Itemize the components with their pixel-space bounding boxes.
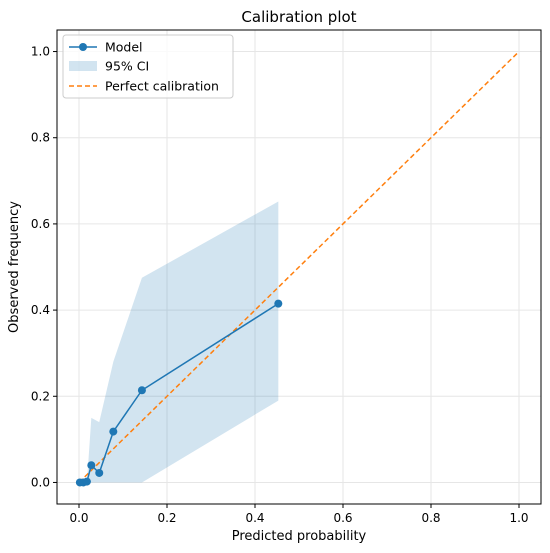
plot-frame: [56, 29, 542, 505]
ci-band: [79, 201, 279, 483]
ci-band-area: [79, 201, 279, 483]
y-tick-label: 0.2: [31, 389, 50, 403]
y-tick-label: 1.0: [31, 45, 50, 59]
legend: Model 95% CI Perfect calibration: [62, 34, 234, 99]
legend-label-model: Model: [105, 40, 143, 55]
model-point: [109, 427, 118, 436]
model-series: [75, 299, 283, 487]
y-axis-label: Observed frequency: [7, 201, 22, 333]
chart-title: Calibration plot: [241, 8, 356, 26]
x-tick-label: 0.2: [157, 511, 176, 525]
x-axis-label: Predicted probability: [232, 529, 367, 544]
model-point: [82, 477, 91, 486]
x-tick-label: 0.6: [333, 511, 352, 525]
x-tick-label: 1.0: [509, 511, 528, 525]
x-axis-ticks: 0.0 0.2 0.4 0.6 0.8 1.0: [69, 504, 529, 525]
model-point: [137, 386, 146, 395]
perfect-calibration-path: [78, 51, 520, 483]
y-tick-label: 0.8: [31, 131, 50, 145]
model-point: [274, 299, 283, 308]
legend-ci-swatch: [69, 61, 97, 71]
y-axis-ticks: 0.0 0.2 0.4 0.6 0.8 1.0: [31, 45, 57, 489]
x-tick-label: 0.4: [245, 511, 264, 525]
legend-label-ci: 95% CI: [105, 59, 149, 74]
legend-model-marker: [79, 43, 87, 51]
legend-label-perfect: Perfect calibration: [105, 79, 219, 94]
perfect-calibration-line: [78, 51, 520, 483]
y-tick-label: 0.0: [31, 475, 50, 489]
legend-box: [62, 34, 234, 99]
model-point: [95, 468, 104, 477]
x-tick-label: 0.8: [421, 511, 440, 525]
model-point: [87, 461, 96, 470]
y-tick-label: 0.4: [31, 303, 50, 317]
x-tick-label: 0.0: [69, 511, 88, 525]
y-tick-label: 0.6: [31, 217, 50, 231]
